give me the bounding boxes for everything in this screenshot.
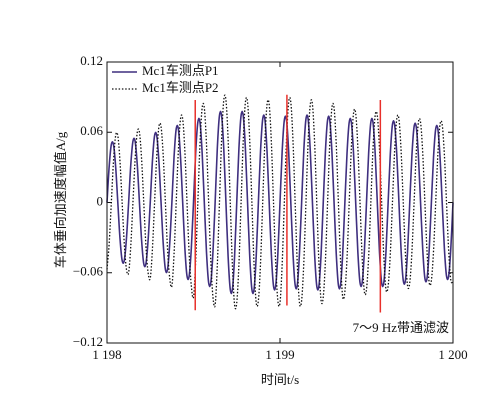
legend-label: Mc1车测点P2 — [142, 80, 219, 95]
y-tick-label: 0.12 — [80, 53, 103, 68]
annotation: 7～9 Hz带通滤波 — [353, 320, 449, 335]
x-tick-label: 1 200 — [438, 347, 467, 362]
series-line — [106, 110, 454, 295]
y-tick-label: −0.06 — [73, 264, 104, 279]
x-tick-label: 1 199 — [265, 347, 294, 362]
series-line — [106, 94, 454, 310]
y-tick-label: 0.06 — [80, 123, 103, 138]
y-tick-label: 0 — [97, 193, 104, 208]
x-axis-label: 时间t/s — [261, 372, 299, 387]
y-axis-label: 车体垂向加速度幅值A/g — [53, 131, 68, 268]
plot-frame — [106, 61, 454, 344]
legend-label: Mc1车测点P1 — [142, 63, 219, 78]
x-tick-label: 1 198 — [92, 347, 121, 362]
y-tick-label: −0.12 — [73, 334, 103, 349]
